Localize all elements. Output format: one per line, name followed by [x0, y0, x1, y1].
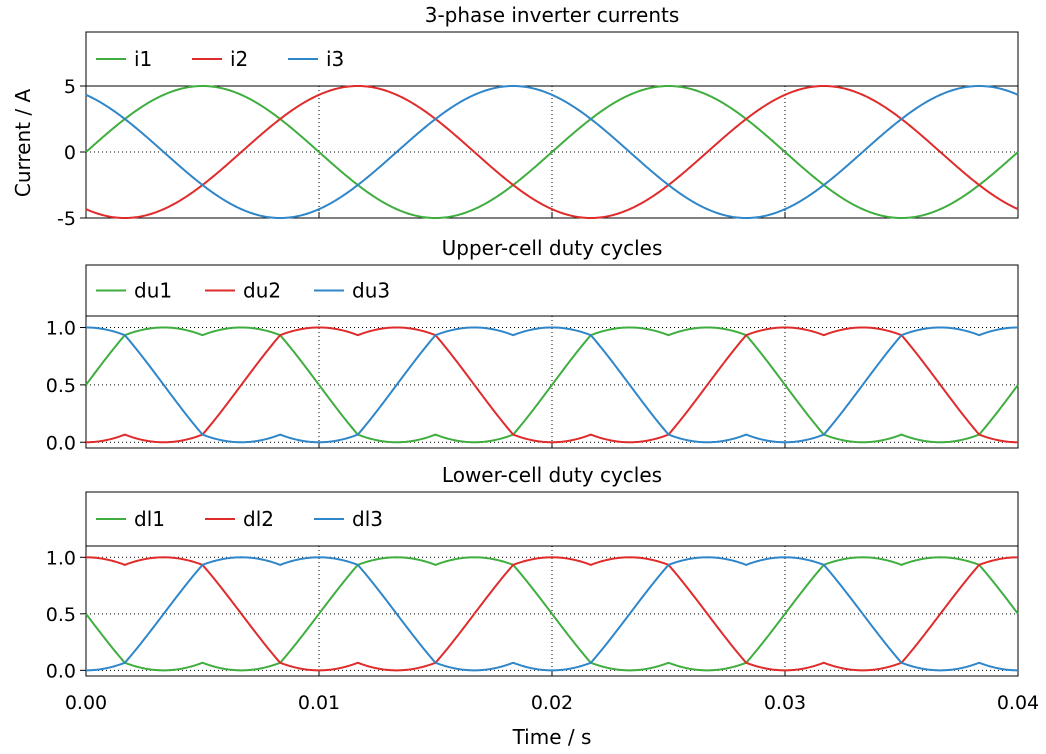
legend-label-i1: i1: [134, 47, 152, 71]
x-tick-label: 0.02: [531, 692, 573, 714]
legend-label-i3: i3: [326, 47, 344, 71]
x-tick-label: 0.01: [298, 692, 340, 714]
y-tick-label: 0.0: [46, 660, 76, 682]
y-tick-label: 1.0: [46, 547, 76, 569]
y-tick-label: 0.0: [46, 432, 76, 454]
y-tick-label: 5: [64, 76, 76, 98]
legend-label-du3: du3: [352, 279, 390, 303]
chart-title: 3-phase inverter currents: [425, 3, 680, 27]
series-line-du2: [85, 326, 1019, 444]
series-line-dl1: [85, 556, 1019, 672]
legend-label-dl1: dl1: [134, 507, 165, 531]
y-tick-label: 0.5: [46, 604, 76, 626]
chart-title: Lower-cell duty cycles: [442, 463, 662, 487]
legend-label-dl3: dl3: [352, 507, 383, 531]
chart-title: Upper-cell duty cycles: [442, 236, 663, 260]
series-line-i3: [85, 84, 1019, 220]
y-tick-label: 1.0: [46, 317, 76, 339]
legend-label-dl2: dl2: [243, 507, 274, 531]
series-line-dl3: [85, 556, 1019, 672]
series-line-i2: [85, 84, 1019, 220]
series-line-du3: [85, 326, 1019, 444]
x-tick-label: 0.00: [65, 692, 107, 714]
x-tick-label: 0.04: [997, 692, 1039, 714]
legend-box: [85, 31, 1019, 87]
y-axis-label: Current / A: [11, 89, 35, 198]
y-tick-label: 0.5: [46, 375, 76, 397]
legend-label-du1: du1: [134, 279, 172, 303]
series-line-i1: [85, 84, 1019, 220]
y-tick-label: 0: [64, 142, 76, 164]
series-line-du1: [85, 326, 1019, 444]
x-tick-label: 0.03: [764, 692, 806, 714]
legend-label-du2: du2: [243, 279, 281, 303]
series-line-dl2: [85, 556, 1019, 672]
y-tick-label: -5: [57, 208, 76, 230]
x-axis-label: Time / s: [512, 725, 592, 749]
legend-label-i2: i2: [230, 47, 248, 71]
